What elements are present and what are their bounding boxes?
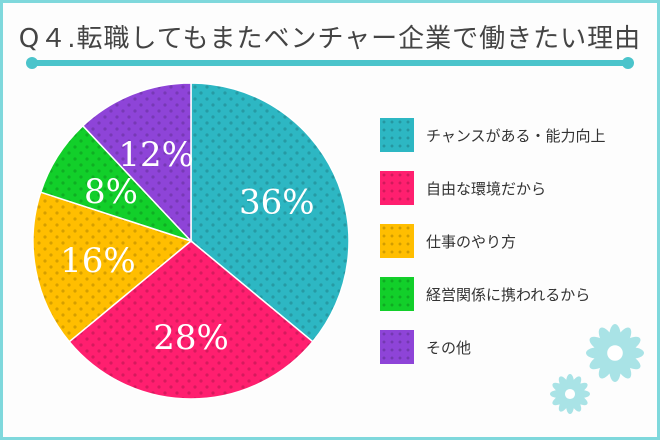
pie-slice (32, 191, 193, 343)
pie-labels: 36% 28% 16% 8%12% (60, 135, 314, 358)
pie-slice-label: 16% (60, 241, 136, 281)
pie-slices (32, 82, 350, 400)
legend-label: 自由な環境だから (426, 179, 547, 198)
pie-slice (190, 82, 350, 343)
title-underline (26, 57, 634, 69)
pie-slice (81, 82, 192, 243)
legend-label: 経営関係に携われるから (426, 285, 591, 304)
pie-slice-label: 36% (239, 183, 315, 223)
legend-swatch (380, 330, 414, 364)
pie-slice-label: 8% (84, 172, 138, 212)
legend-swatch (380, 171, 414, 205)
legend-item: その他 (380, 330, 650, 364)
legend: チャンスがある・能力向上 自由な環境だから 仕事のやり方 経営関係に携われるから… (380, 118, 650, 383)
pie-slice-label: 28% (153, 318, 229, 358)
flower-decoration-icon (550, 374, 590, 414)
pie-slice (68, 240, 314, 400)
legend-item: 経営関係に携われるから (380, 277, 650, 311)
legend-label: 仕事のやり方 (426, 232, 517, 251)
legend-label: その他 (426, 338, 472, 357)
flower-decoration-icon (586, 324, 644, 382)
legend-item: 仕事のやり方 (380, 224, 650, 258)
legend-swatch (380, 224, 414, 258)
legend-swatch (380, 118, 414, 152)
legend-item: チャンスがある・能力向上 (380, 118, 650, 152)
legend-item: 自由な環境だから (380, 171, 650, 205)
chart-title: Q４.転職してもまたベンチャー企業で働きたい理由 (18, 24, 642, 54)
legend-label: チャンスがある・能力向上 (426, 126, 606, 145)
legend-swatch (380, 277, 414, 311)
pie-slice-label: 12% (118, 135, 194, 175)
